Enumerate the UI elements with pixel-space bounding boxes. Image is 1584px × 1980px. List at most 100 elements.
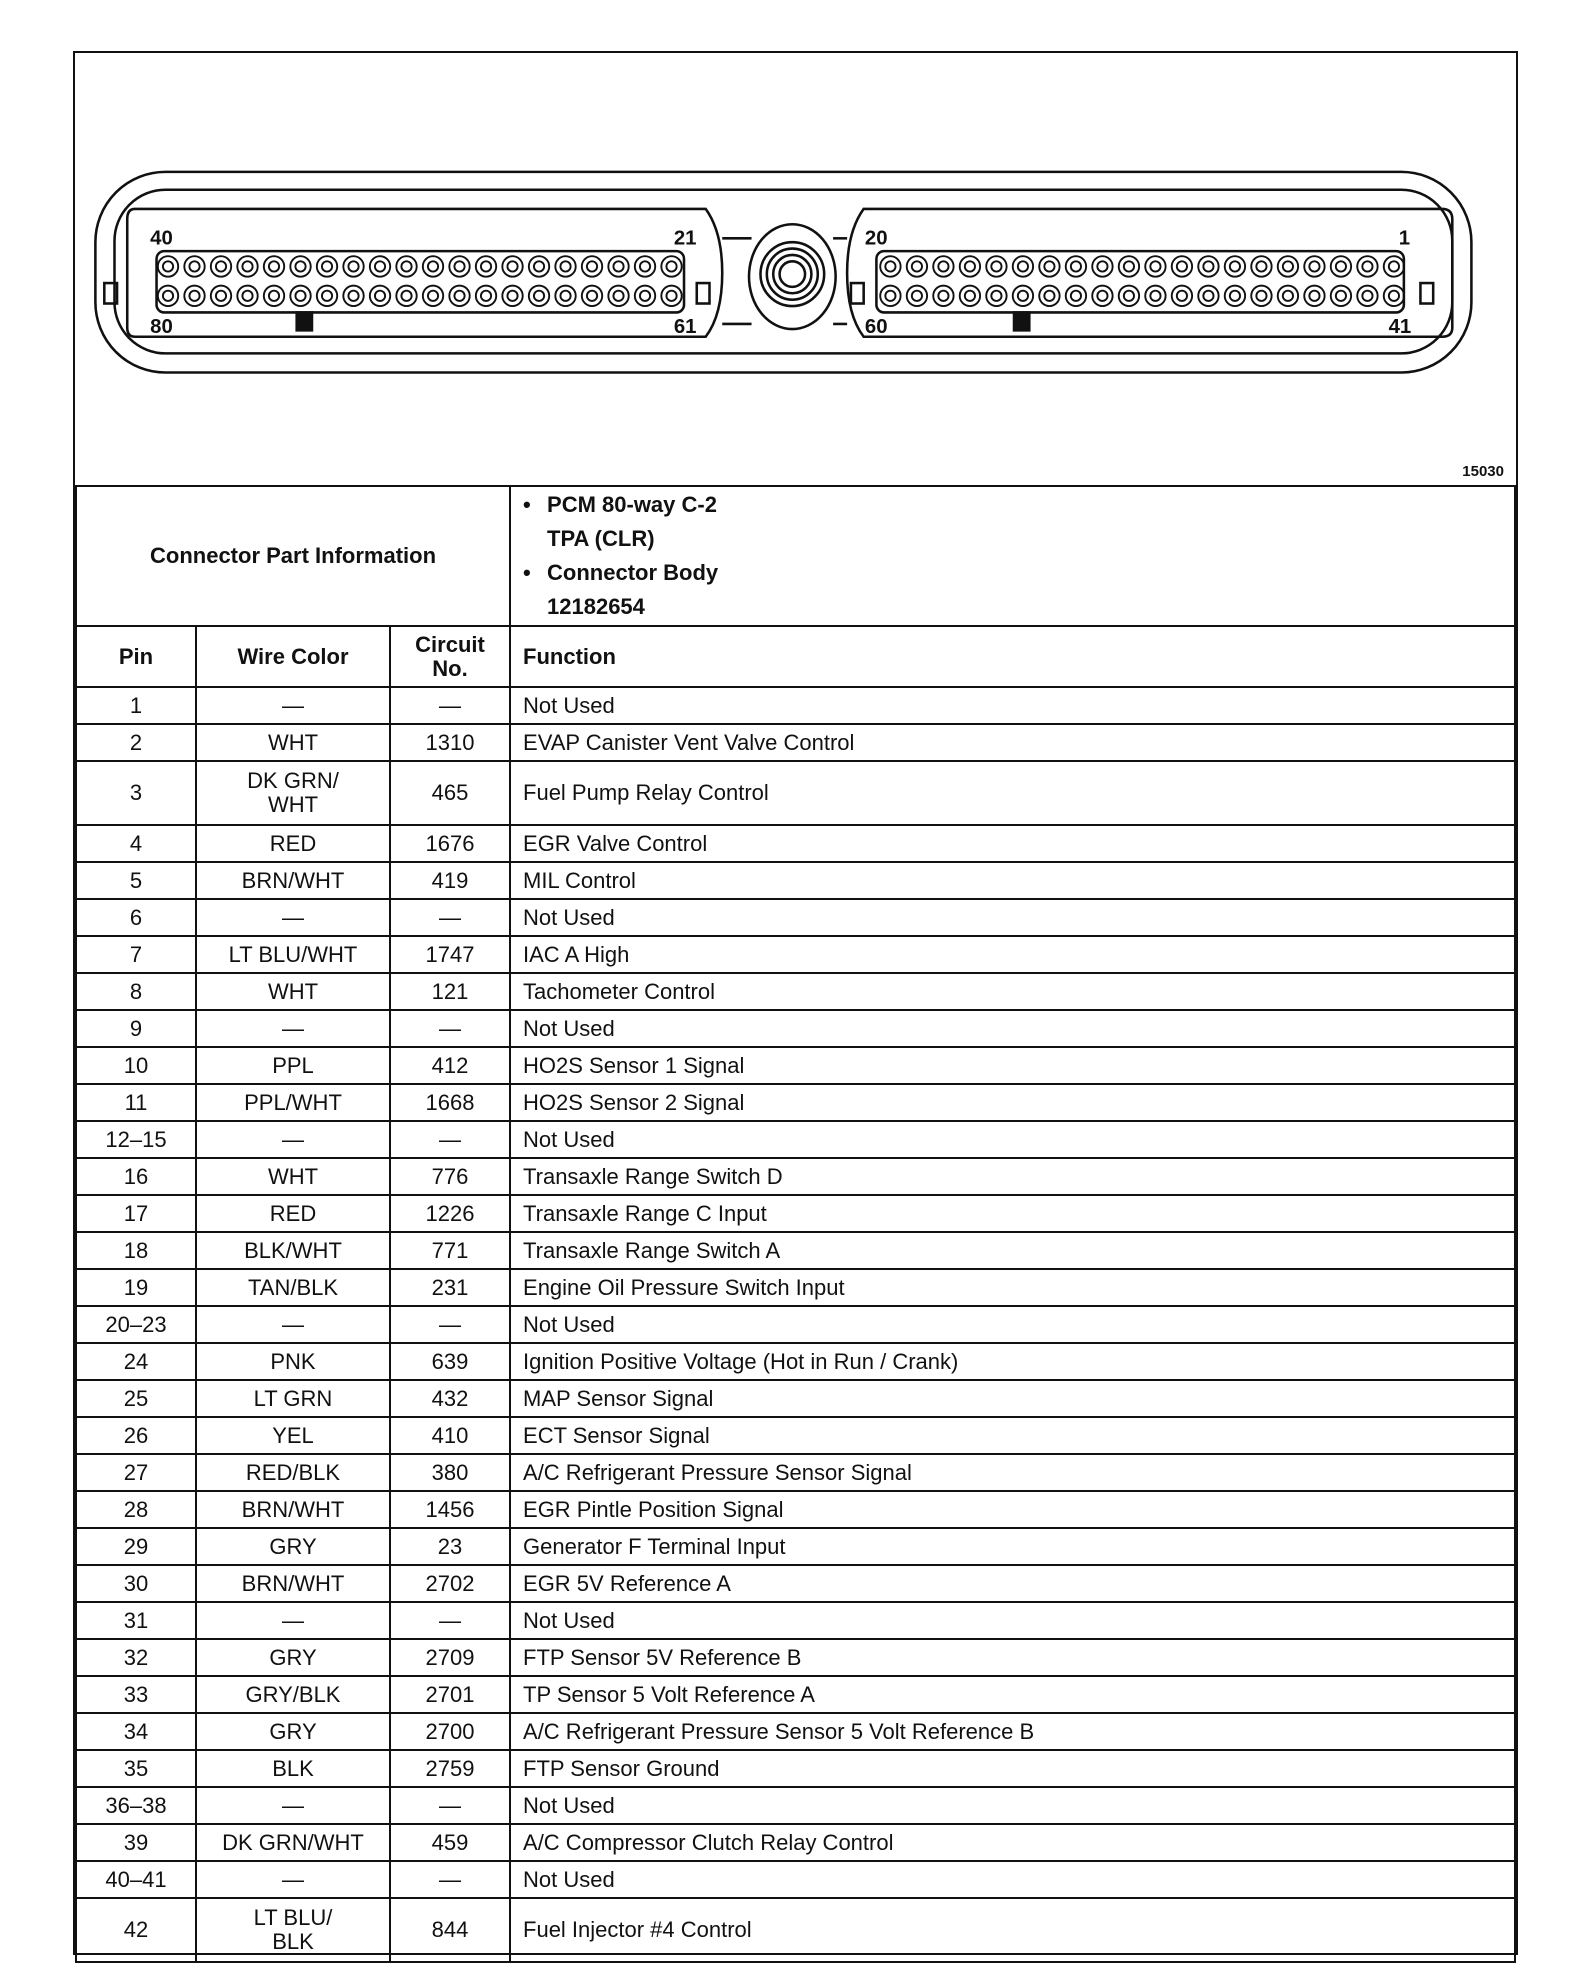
pin-terminal — [368, 255, 392, 278]
pin-terminal — [527, 255, 551, 278]
pin-terminal — [1281, 289, 1294, 302]
pinout-table: Connector Part Information • PCM 80-way C… — [74, 485, 1516, 1963]
circuit-cell: 410 — [388, 1416, 512, 1455]
pin-terminal — [1122, 289, 1135, 302]
pin-terminal — [612, 260, 625, 273]
pin-terminal — [161, 260, 175, 273]
wire-color-cell: — — [195, 1009, 391, 1048]
table-row: 27 RED/BLK 380 A/C Refrigerant Pressure Sen… — [75, 1453, 1516, 1492]
latch-mid-left — [695, 281, 711, 305]
pin-terminal — [532, 260, 546, 273]
wire-color-cell: RED/BLK — [195, 1453, 391, 1492]
latch-right — [1419, 281, 1435, 305]
circuit-cell: 380 — [388, 1453, 512, 1492]
table-row: 24 PNK 639 Ignition Positive Voltage (Hot i… — [75, 1342, 1516, 1381]
function-cell: A/C Refrigerant Pressure Sensor 5 Volt R… — [509, 1712, 1516, 1751]
circuit-cell: 771 — [388, 1231, 512, 1270]
pin-terminal — [1250, 284, 1273, 308]
pin-terminal — [241, 260, 254, 273]
circuit-cell: — — [388, 1009, 512, 1048]
pin-cell: 3 — [75, 760, 197, 826]
pin-terminal — [501, 255, 524, 278]
pin-terminal — [580, 255, 604, 278]
function-cell: Not Used — [509, 1009, 1516, 1048]
pin-terminal — [1096, 289, 1109, 302]
pin-terminal — [474, 284, 498, 308]
part-info-row: Connector Part Information • PCM 80-way C… — [74, 485, 1516, 627]
right-pin-cavity — [875, 249, 1406, 314]
circuit-cell: — — [388, 1860, 512, 1899]
pin-terminal — [474, 255, 498, 278]
pin-terminal — [1223, 284, 1247, 308]
circuit-cell: — — [388, 1305, 512, 1344]
pin-label-21: 21 — [674, 228, 697, 250]
pin-terminal — [1197, 255, 1220, 278]
function-cell: Fuel Pump Relay Control — [509, 760, 1516, 826]
table-row: 4 RED 1676 EGR Valve Control — [75, 824, 1516, 863]
table-row: 40–41— — Not Used — [75, 1860, 1516, 1899]
pin-cell: 8 — [75, 972, 197, 1011]
pin-terminal — [501, 284, 524, 308]
pin-cell: 11 — [75, 1083, 197, 1122]
pin-terminal — [660, 255, 683, 278]
circuit-cell: 419 — [388, 861, 512, 900]
wire-color-cell: — — [195, 898, 391, 937]
circuit-cell: 1226 — [388, 1194, 512, 1233]
pin-terminal — [1276, 284, 1300, 308]
pin-terminal — [400, 289, 413, 302]
table-row: 36–38— — Not Used — [75, 1786, 1516, 1825]
pin-terminal — [1117, 255, 1141, 278]
pin-terminal — [315, 255, 339, 278]
pin-terminal — [1255, 260, 1268, 273]
pin-terminal — [1149, 260, 1162, 273]
wire-color-cell: PPL/WHT — [195, 1083, 391, 1122]
wire-color-cell: — — [195, 1601, 391, 1640]
pin-terminal — [660, 284, 683, 308]
pin-terminal — [559, 260, 572, 273]
circuit-cell: 412 — [388, 1046, 512, 1085]
pin-terminal — [448, 255, 471, 278]
pin-terminal — [554, 255, 577, 278]
pin-terminal — [395, 255, 418, 278]
circuit-cell: 1456 — [388, 1490, 512, 1529]
pin-terminal — [638, 289, 652, 302]
pin-terminal — [1250, 255, 1273, 278]
latch-mid-right — [849, 281, 865, 305]
pin-terminal — [932, 255, 955, 278]
pin-cell: 36–38 — [75, 1786, 197, 1825]
pin-terminal — [1356, 284, 1379, 308]
pin-terminal — [161, 289, 175, 302]
pin-terminal — [479, 289, 493, 302]
pin-cell: 31 — [75, 1601, 197, 1640]
table-row: 7 LT BLU/WHT 1747 IAC A High — [75, 935, 1516, 974]
pin-terminal — [1382, 255, 1406, 278]
pin-terminal — [1228, 260, 1241, 273]
pin-terminal — [905, 255, 929, 278]
table-row: 20–23— — Not Used — [75, 1305, 1516, 1344]
part-info-item: • Connector Body 12182654 — [523, 560, 719, 619]
pin-terminal — [1202, 260, 1215, 273]
table-row: 11 PPL/WHT 1668 HO2S Sensor 2 Signal — [75, 1083, 1516, 1122]
circuit-cell: — — [388, 1786, 512, 1825]
pin-terminal — [315, 284, 339, 308]
circuit-cell: 1668 — [388, 1083, 512, 1122]
pin-cell: 12–15 — [75, 1120, 197, 1159]
circuit-cell: 2701 — [388, 1675, 512, 1714]
pin-label-40: 40 — [150, 228, 173, 250]
pin-terminal — [990, 260, 1003, 273]
wire-color-cell: GRY — [195, 1638, 391, 1677]
table-row: 9— — Not Used — [75, 1009, 1516, 1048]
pin-terminal — [884, 289, 897, 302]
pin-cell: 10 — [75, 1046, 197, 1085]
wire-color-cell: — — [195, 1860, 391, 1899]
pin-terminal — [1197, 284, 1220, 308]
function-cell: Tachometer Control — [509, 972, 1516, 1011]
left-block-outline — [125, 207, 724, 339]
table-row: 5 BRN/WHT 419 MIL Control — [75, 861, 1516, 900]
pin-terminal — [1361, 260, 1374, 273]
wire-color-cell: GRY/BLK — [195, 1675, 391, 1714]
wire-color-cell: — — [195, 1120, 391, 1159]
function-cell: Generator F Terminal Input — [509, 1527, 1516, 1566]
pin-cell: 2 — [75, 723, 197, 762]
header-function: Function — [509, 625, 1516, 688]
